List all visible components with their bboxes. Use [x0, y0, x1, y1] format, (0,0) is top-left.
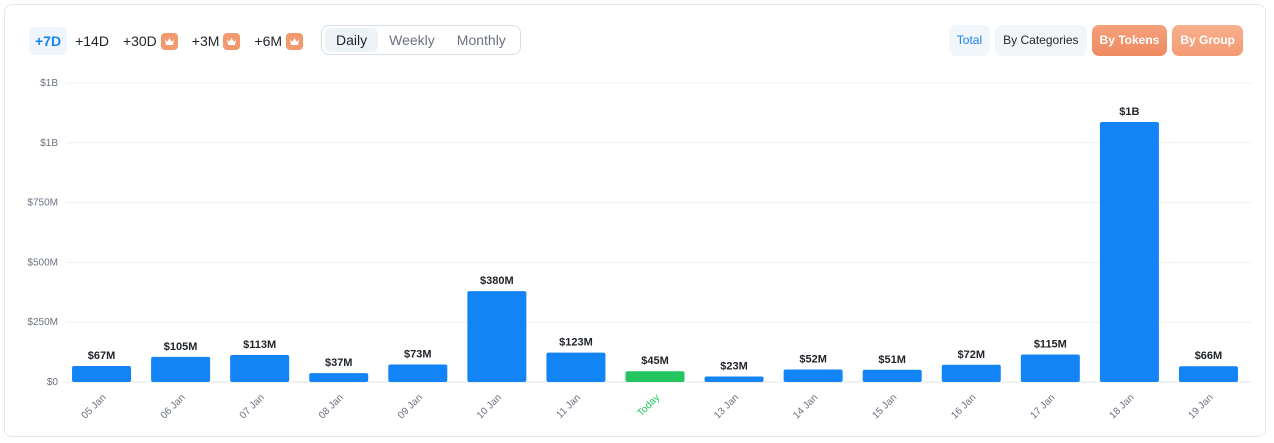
range-label: +6M: [254, 33, 283, 49]
interval-toggle: Daily Weekly Monthly: [321, 25, 521, 55]
crown-icon: [286, 32, 304, 50]
time-range-selector: +7D +14D +30D +3M +6M: [29, 27, 309, 55]
view-by-categories[interactable]: By Categories: [995, 25, 1087, 56]
range-label: +3M: [191, 33, 220, 49]
range-label: +14D: [75, 33, 109, 49]
interval-daily[interactable]: Daily: [325, 28, 379, 52]
crown-icon: [223, 32, 241, 50]
interval-weekly[interactable]: Weekly: [389, 32, 435, 48]
crown-icon: [160, 32, 178, 50]
range-label: +30D: [122, 33, 157, 49]
view-mode-selector: Total By Categories By Tokens By Group: [948, 25, 1243, 56]
view-by-tokens[interactable]: By Tokens: [1091, 25, 1168, 56]
range-label: +7D: [35, 33, 62, 49]
range-button-7d[interactable]: +7D: [29, 27, 68, 55]
range-button-3m[interactable]: +3M: [186, 27, 247, 55]
range-button-6m[interactable]: +6M: [248, 27, 309, 55]
range-button-30d[interactable]: +30D: [117, 27, 184, 55]
view-by-group[interactable]: By Group: [1172, 25, 1243, 56]
range-button-14d[interactable]: +14D: [69, 27, 115, 55]
interval-monthly[interactable]: Monthly: [456, 32, 506, 48]
chart-card: +7D +14D +30D +3M +6M Daily Weekly Monthly Tot…: [4, 4, 1266, 437]
view-total[interactable]: Total: [948, 25, 991, 56]
